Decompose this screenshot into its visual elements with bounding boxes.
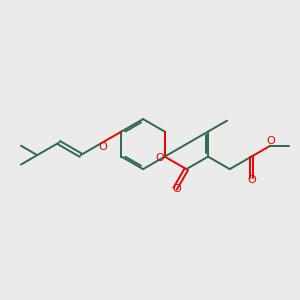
Text: O: O (155, 153, 164, 163)
Text: O: O (98, 142, 107, 152)
Text: O: O (247, 175, 256, 185)
Text: O: O (266, 136, 275, 146)
Text: O: O (172, 184, 181, 194)
